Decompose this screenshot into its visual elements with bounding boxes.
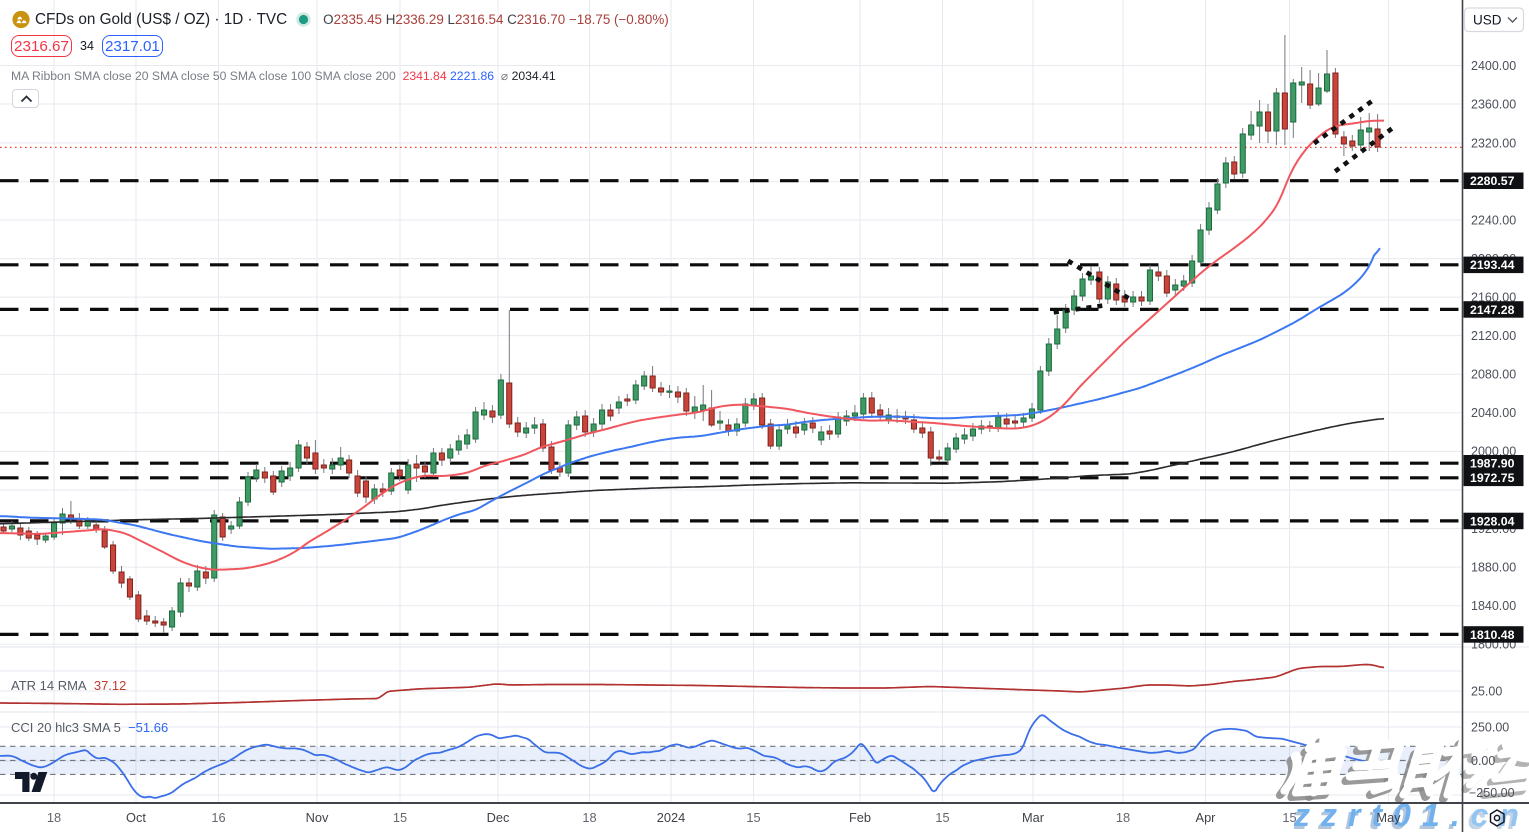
- svg-text:2360.00: 2360.00: [1471, 97, 1516, 111]
- svg-text:−250.00: −250.00: [1469, 786, 1515, 800]
- svg-text:Feb: Feb: [849, 810, 871, 825]
- svg-text:1928.04: 1928.04: [1470, 514, 1515, 528]
- svg-text:2280.57: 2280.57: [1470, 174, 1515, 188]
- svg-text:Apr: Apr: [1196, 810, 1217, 825]
- svg-text:1972.75: 1972.75: [1470, 471, 1515, 485]
- svg-text:18: 18: [1116, 810, 1130, 825]
- svg-text:16: 16: [211, 810, 225, 825]
- svg-text:18: 18: [582, 810, 596, 825]
- svg-text:2160.00: 2160.00: [1471, 290, 1516, 304]
- svg-text:Nov: Nov: [306, 810, 329, 825]
- svg-text:2400.00: 2400.00: [1471, 59, 1516, 73]
- svg-text:1987.90: 1987.90: [1470, 457, 1515, 471]
- svg-text:2193.44: 2193.44: [1470, 258, 1515, 272]
- svg-text:15: 15: [393, 810, 407, 825]
- svg-text:2147.28: 2147.28: [1470, 303, 1515, 317]
- svg-text:15: 15: [746, 810, 760, 825]
- svg-text:2120.00: 2120.00: [1471, 329, 1516, 343]
- svg-text:2024: 2024: [657, 810, 685, 825]
- svg-text:Oct: Oct: [126, 810, 146, 825]
- svg-text:25.00: 25.00: [1471, 684, 1502, 698]
- svg-text:18: 18: [47, 810, 61, 825]
- svg-text:May: May: [1376, 810, 1401, 825]
- svg-text:Dec: Dec: [487, 810, 510, 825]
- svg-text:15: 15: [935, 810, 949, 825]
- svg-text:2320.00: 2320.00: [1471, 136, 1516, 150]
- svg-text:1810.48: 1810.48: [1470, 628, 1515, 642]
- svg-text:15: 15: [1282, 810, 1296, 825]
- svg-text:2240.00: 2240.00: [1471, 213, 1516, 227]
- svg-text:2040.00: 2040.00: [1471, 406, 1516, 420]
- svg-text:USD: USD: [1473, 13, 1502, 28]
- svg-text:0.00: 0.00: [1471, 754, 1495, 768]
- svg-text:2080.00: 2080.00: [1471, 368, 1516, 382]
- svg-text:1880.00: 1880.00: [1471, 560, 1516, 574]
- svg-text:Mar: Mar: [1022, 810, 1045, 825]
- svg-text:1840.00: 1840.00: [1471, 599, 1516, 613]
- svg-text:250.00: 250.00: [1471, 720, 1509, 734]
